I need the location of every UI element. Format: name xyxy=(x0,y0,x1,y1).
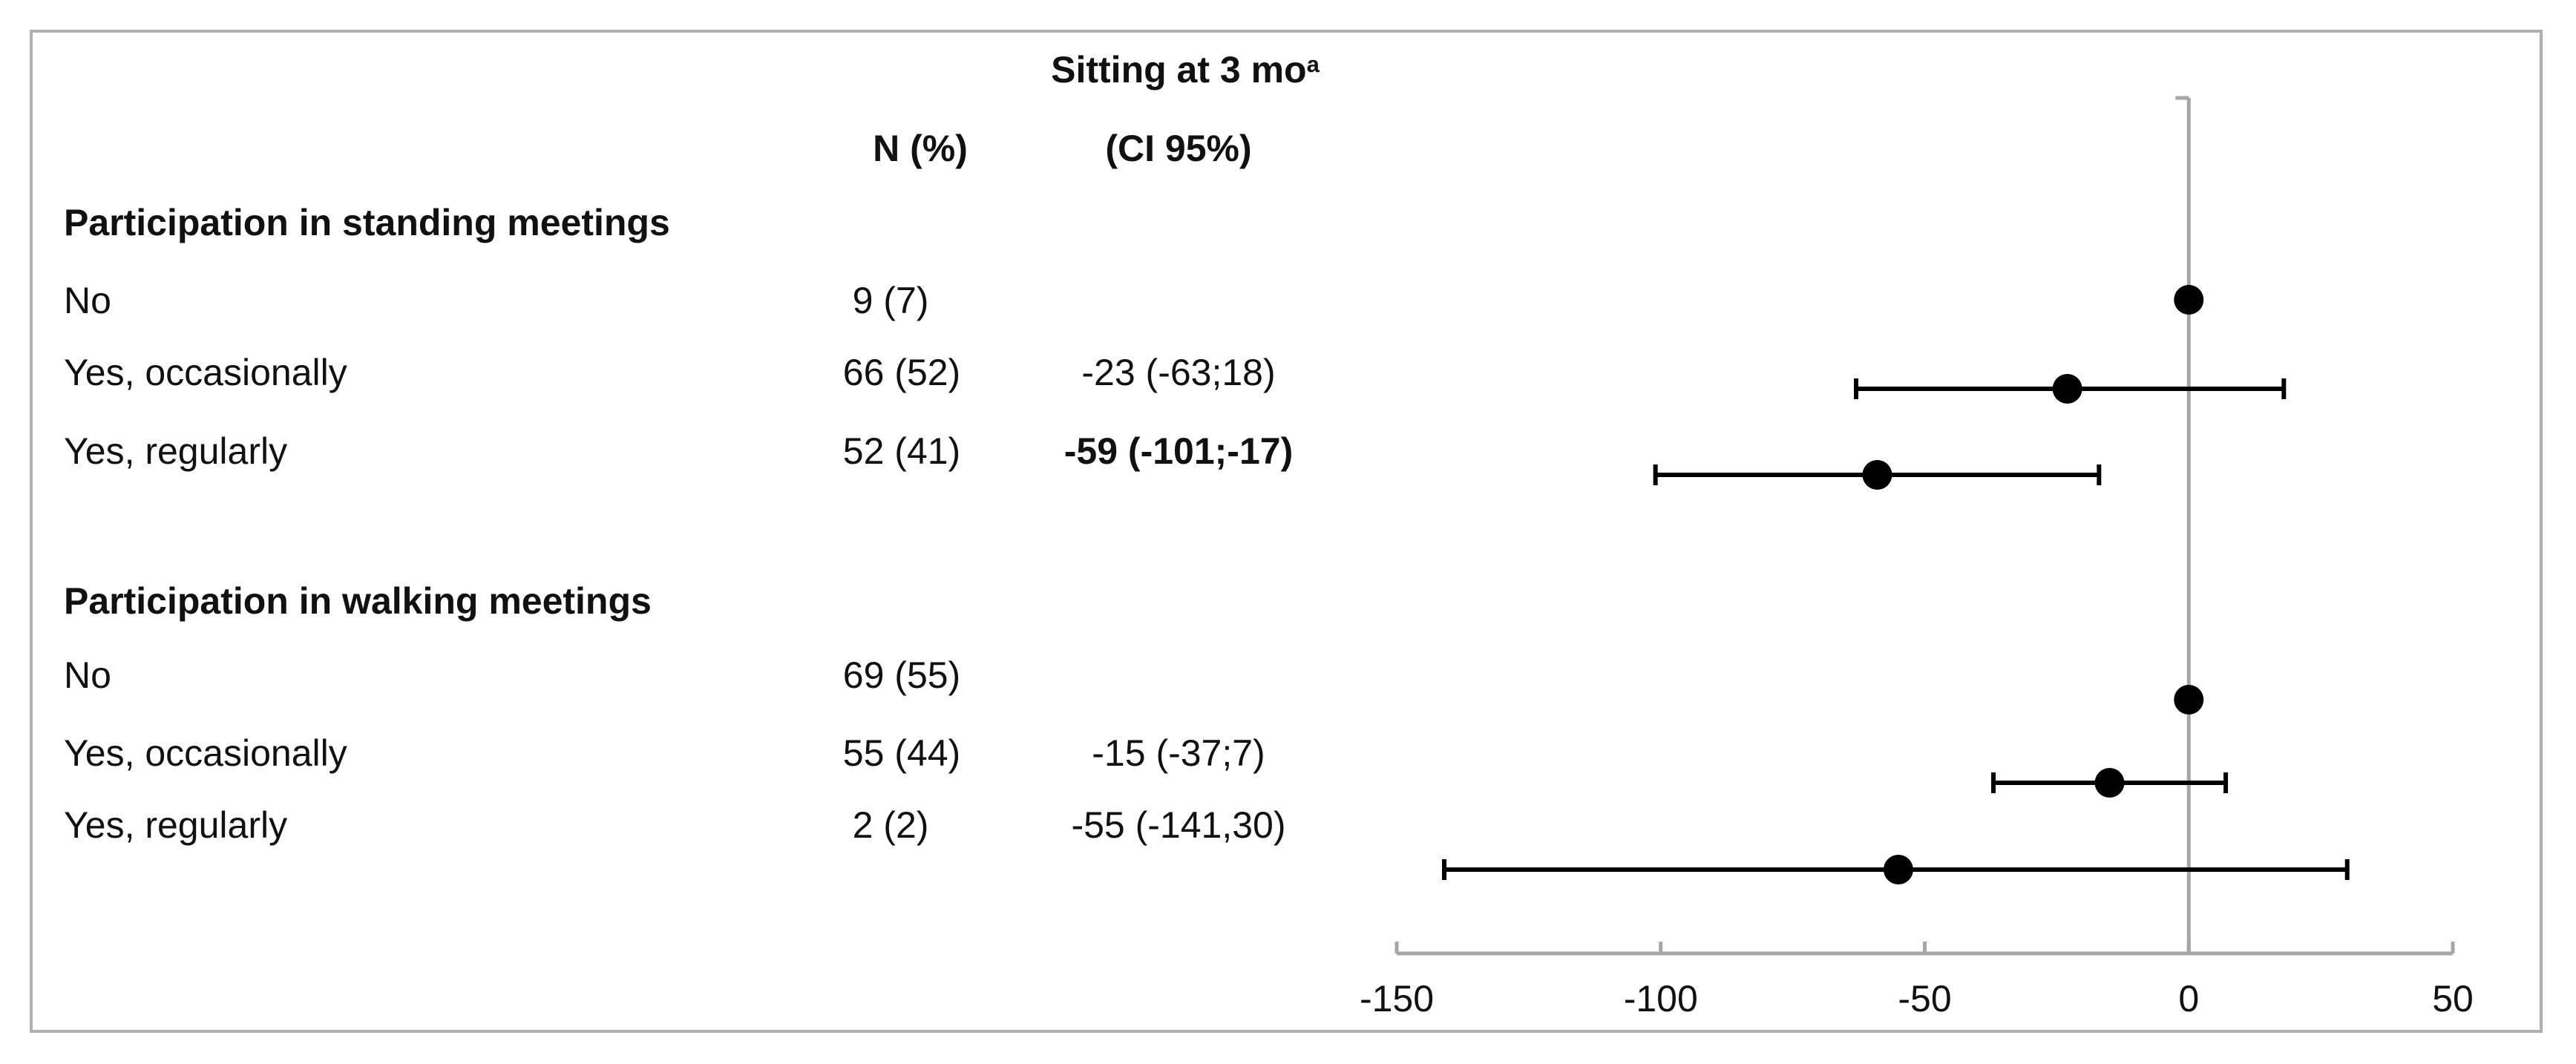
row-ci: -15 (-37;7) xyxy=(1092,732,1265,774)
point-estimate xyxy=(1862,460,1892,490)
group-label-walking: Participation in walking meetings xyxy=(64,580,652,622)
point-estimate xyxy=(1883,855,1913,884)
row-label: Yes, occasionally xyxy=(64,732,347,774)
row-n: 66 (52) xyxy=(842,352,961,393)
row-n: 9 (7) xyxy=(852,280,929,321)
x-tick-label: -50 xyxy=(1898,978,1951,1019)
row-label: No xyxy=(64,654,111,696)
row-n: 69 (55) xyxy=(842,654,961,696)
row-ci: -55 (-141,30) xyxy=(1071,804,1286,846)
x-tick-label: 50 xyxy=(2432,978,2474,1019)
point-estimate xyxy=(2052,374,2082,404)
column-header-n: N (%) xyxy=(873,128,968,169)
column-header-ci: (CI 95%) xyxy=(1105,128,1252,169)
group-label-standing: Participation in standing meetings xyxy=(64,202,670,243)
point-estimate xyxy=(2094,768,2125,798)
row-label: No xyxy=(64,280,111,321)
point-estimate xyxy=(2174,285,2204,315)
row-label: Yes, regularly xyxy=(64,430,288,472)
row-label: Yes, occasionally xyxy=(64,352,347,393)
x-tick-label: 0 xyxy=(2178,978,2199,1019)
point-estimate xyxy=(2174,685,2204,715)
row-ci: -59 (-101;-17) xyxy=(1063,430,1294,472)
x-tick-label: -100 xyxy=(1624,978,1698,1019)
row-n: 52 (41) xyxy=(842,430,961,472)
chart-title: Sitting at 3 moa xyxy=(1051,49,1320,91)
chart-frame xyxy=(30,30,2543,1033)
row-n: 55 (44) xyxy=(842,732,961,774)
row-ci: -23 (-63;18) xyxy=(1081,352,1276,393)
row-label: Yes, regularly xyxy=(64,804,288,846)
row-n: 2 (2) xyxy=(852,804,929,846)
x-tick-label: -150 xyxy=(1360,978,1434,1019)
